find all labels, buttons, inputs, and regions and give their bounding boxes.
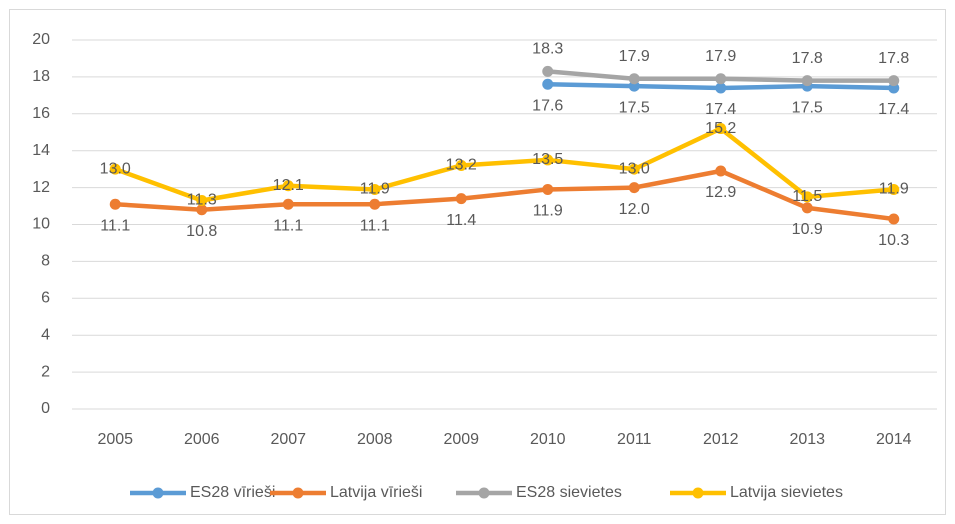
point — [888, 213, 900, 225]
point — [109, 163, 121, 175]
point — [542, 65, 554, 77]
data-label: 11.3 — [187, 192, 217, 209]
data-label: 13.0 — [100, 160, 131, 177]
point — [455, 159, 467, 171]
point — [542, 154, 554, 166]
y-tick-label: 0 — [41, 400, 50, 417]
x-tick-label: 2005 — [97, 431, 133, 448]
x-tick-label: 2007 — [270, 431, 306, 448]
series-line — [113, 168, 896, 222]
data-label: 13.0 — [619, 160, 650, 177]
data-label: 10.9 — [792, 221, 823, 238]
data-label: 11.9 — [533, 203, 563, 220]
data-label: 11.1 — [360, 217, 390, 234]
point — [196, 195, 208, 207]
legend-marker — [152, 487, 164, 499]
x-tick-label: 2013 — [789, 431, 825, 448]
point — [542, 78, 554, 90]
data-label: 11.9 — [360, 181, 390, 198]
data-label: 15.2 — [705, 120, 736, 137]
x-tick-label: 2010 — [530, 431, 566, 448]
point — [282, 198, 294, 210]
data-label: 18.3 — [532, 41, 563, 58]
x-tick-label: 2011 — [617, 431, 652, 448]
data-label: 12.1 — [273, 177, 304, 194]
data-label: 12.9 — [705, 184, 736, 201]
point — [455, 193, 467, 205]
x-tick-label: 2012 — [703, 431, 739, 448]
data-label: 11.4 — [446, 212, 476, 229]
data-label: 17.8 — [792, 50, 823, 67]
legend-label: ES28 vīrieši — [190, 484, 275, 501]
data-label: 17.9 — [705, 48, 736, 65]
data-label: 17.9 — [619, 48, 650, 65]
chart-frame — [9, 9, 946, 515]
x-tick-label: 2014 — [876, 431, 912, 448]
y-tick-label: 18 — [32, 68, 50, 85]
point — [715, 82, 727, 94]
data-label: 11.1 — [100, 217, 130, 234]
data-label: 17.5 — [792, 99, 823, 116]
legend-marker — [292, 487, 304, 499]
point — [369, 198, 381, 210]
data-label: 17.8 — [878, 50, 909, 67]
data-label: 13.2 — [446, 157, 477, 174]
y-tick-label: 10 — [32, 216, 50, 233]
data-label: 17.5 — [619, 99, 650, 116]
point — [369, 183, 381, 195]
y-tick-label: 20 — [32, 31, 50, 48]
point — [628, 73, 640, 85]
data-label: 12.0 — [619, 201, 650, 218]
legend-marker — [478, 487, 490, 499]
y-tick-label: 4 — [41, 326, 50, 343]
point — [196, 204, 208, 216]
series-line — [113, 126, 896, 203]
point — [801, 75, 813, 87]
point — [888, 75, 900, 87]
x-tick-label: 2008 — [357, 431, 393, 448]
y-tick-label: 2 — [41, 363, 50, 380]
x-tick-label: 2009 — [443, 431, 479, 448]
data-label: 11.1 — [273, 217, 303, 234]
point — [628, 182, 640, 194]
data-label: 10.3 — [878, 232, 909, 249]
legend-marker — [692, 487, 704, 499]
data-label: 11.5 — [792, 188, 822, 205]
point — [888, 183, 900, 195]
legend-label: ES28 sievietes — [516, 484, 622, 501]
data-label: 17.6 — [532, 97, 563, 114]
y-tick-label: 14 — [32, 142, 50, 159]
data-label: 11.9 — [879, 181, 909, 198]
point — [628, 163, 640, 175]
point — [542, 183, 554, 195]
point — [715, 165, 727, 177]
y-tick-label: 6 — [41, 290, 50, 307]
point — [801, 202, 813, 214]
y-tick-label: 12 — [32, 179, 50, 196]
data-label: 17.4 — [705, 101, 736, 118]
legend-label: Latvija vīrieši — [330, 484, 422, 501]
y-tick-label: 8 — [41, 253, 50, 270]
x-tick-label: 2006 — [184, 431, 220, 448]
point — [282, 180, 294, 192]
data-label: 13.5 — [532, 151, 563, 168]
point — [715, 73, 727, 85]
y-tick-label: 16 — [32, 105, 50, 122]
data-label: 10.8 — [186, 223, 217, 240]
point — [109, 198, 121, 210]
point — [801, 191, 813, 203]
legend-label: Latvija sievietes — [730, 484, 843, 501]
point — [715, 123, 727, 135]
data-label: 17.4 — [878, 101, 909, 118]
